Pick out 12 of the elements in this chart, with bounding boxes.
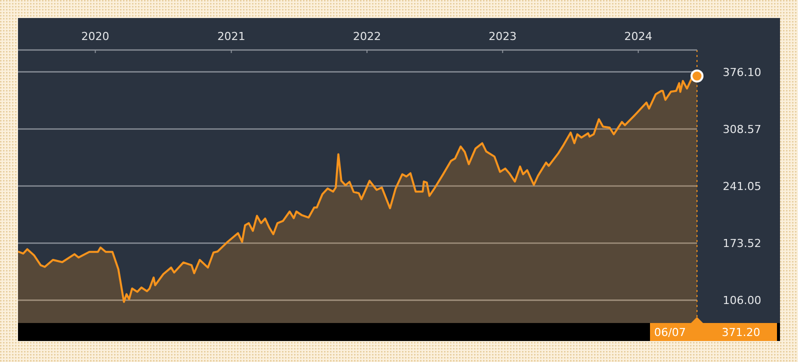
x-tick-label: 2021 xyxy=(217,30,246,43)
y-tick-label: 173.52 xyxy=(722,237,762,250)
x-tick-label: 2022 xyxy=(352,30,381,43)
y-tick-label: 376.10 xyxy=(722,66,762,79)
y-tick-label: 241.05 xyxy=(722,180,762,194)
x-tick-label: 2023 xyxy=(488,30,517,43)
y-tick-label: 308.57 xyxy=(722,122,762,136)
text: 06/07 xyxy=(654,326,686,339)
y-tick-label: 106.00 xyxy=(722,294,762,308)
text: 371.20 xyxy=(722,326,760,339)
x-tick-label: 2020 xyxy=(81,30,110,43)
x-tick-label: 2024 xyxy=(624,30,652,43)
